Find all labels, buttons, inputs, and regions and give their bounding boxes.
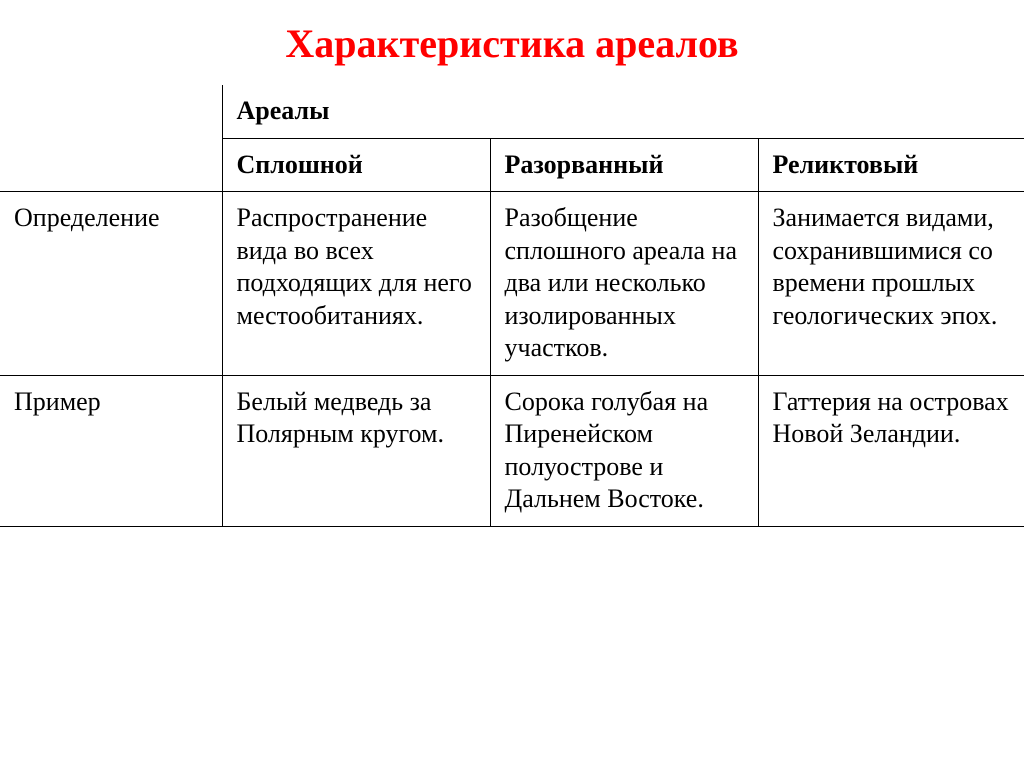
col-header-1: Разорванный	[490, 138, 758, 192]
row-label-1: Пример	[0, 375, 222, 526]
row-label-0: Определение	[0, 192, 222, 376]
header-empty-cell	[0, 85, 222, 192]
col-header-2: Реликтовый	[758, 138, 1024, 192]
cell-0-0: Распространение вида во всех подходящих …	[222, 192, 490, 376]
cell-0-2: Занимается видами, сохранившимися со вре…	[758, 192, 1024, 376]
slide-title: Характеристика ареалов	[0, 20, 1024, 67]
table-header-row-1: Ареалы	[0, 85, 1024, 138]
table-row: Определение Распространение вида во всех…	[0, 192, 1024, 376]
cell-1-2: Гаттерия на островах Новой Зеландии.	[758, 375, 1024, 526]
cell-0-1: Разобщение сплошного ареала на два или н…	[490, 192, 758, 376]
table-row: Пример Белый медведь за Полярным кругом.…	[0, 375, 1024, 526]
group-header: Ареалы	[222, 85, 1024, 138]
areal-table: Ареалы Сплошной Разорванный Реликтовый О…	[0, 85, 1024, 527]
col-header-0: Сплошной	[222, 138, 490, 192]
cell-1-1: Сорока голубая на Пиренейском полуостров…	[490, 375, 758, 526]
cell-1-0: Белый медведь за Полярным кругом.	[222, 375, 490, 526]
slide-page: Характеристика ареалов Ареалы Сплошной Р…	[0, 0, 1024, 767]
